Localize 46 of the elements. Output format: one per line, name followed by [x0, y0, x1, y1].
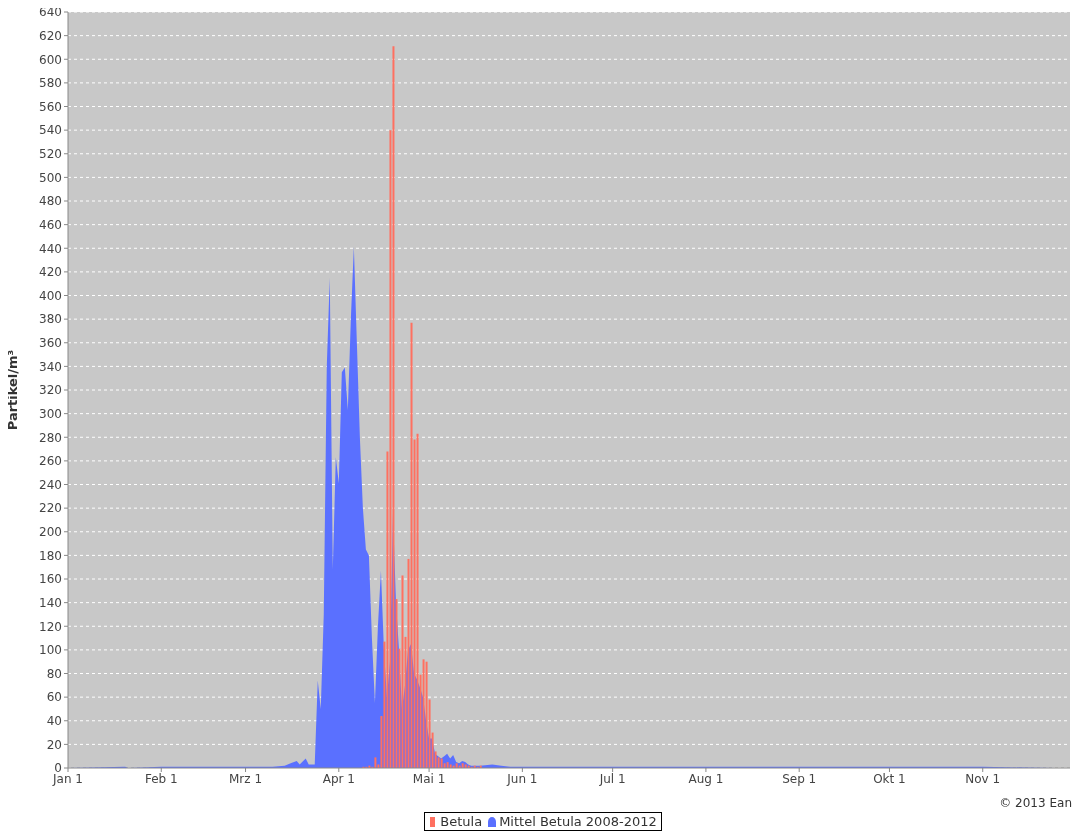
y-tick-label: 400	[39, 288, 62, 303]
y-tick-label: 260	[39, 454, 62, 469]
y-tick-label: 360	[39, 336, 62, 351]
x-tick-label: Mrz 1	[229, 771, 263, 786]
x-tick-label: Sep 1	[782, 771, 817, 786]
y-tick-label: 380	[39, 312, 62, 327]
y-tick-label: 320	[39, 383, 62, 398]
y-tick-label: 60	[46, 690, 62, 705]
y-tick-label: 620	[39, 28, 62, 43]
y-tick-label: 140	[39, 595, 62, 610]
y-tick-label: 120	[39, 619, 62, 634]
y-tick-label: 200	[39, 525, 62, 540]
y-tick-label: 20	[46, 737, 62, 752]
x-tick-label: Jul 1	[598, 771, 626, 786]
x-tick-label: Apr 1	[322, 771, 355, 786]
x-tick-label: Jan 1	[52, 771, 83, 786]
x-tick-label: Jun 1	[506, 771, 538, 786]
y-tick-label: 540	[39, 123, 62, 138]
text: © 2013 Ean	[998, 796, 1073, 810]
y-tick-label: 560	[39, 99, 62, 114]
y-tick-label: 240	[39, 477, 62, 492]
y-tick-label: 580	[39, 76, 62, 91]
y-tick-label: 520	[39, 147, 62, 162]
legend-label: Betula	[439, 814, 483, 829]
x-tick-label: Feb 1	[144, 771, 178, 786]
y-tick-label: 40	[46, 714, 62, 729]
y-tick-label: 640	[39, 5, 62, 20]
y-tick-label: 100	[39, 643, 62, 658]
legend-label: Mittel Betula 2008-2012	[498, 814, 657, 829]
x-tick-label: Aug 1	[688, 771, 724, 786]
y-tick-label: 180	[39, 548, 62, 563]
y-tick-label: 600	[39, 52, 62, 67]
y-tick-label: 80	[46, 666, 62, 681]
y-tick-label: 220	[39, 501, 62, 516]
y-tick-label: 460	[39, 217, 62, 232]
y-tick-label: 300	[39, 406, 62, 421]
y-tick-label: 280	[39, 430, 62, 445]
x-tick-label: Mai 1	[412, 771, 446, 786]
y-tick-label: 160	[39, 572, 62, 587]
x-tick-label: Nov 1	[965, 771, 1001, 786]
y-tick-label: 500	[39, 170, 62, 185]
y-tick-label: 440	[39, 241, 62, 256]
y-tick-label: 480	[39, 194, 62, 209]
y-tick-label: 420	[39, 265, 62, 280]
y-tick-label: 340	[39, 359, 62, 374]
x-tick-label: Okt 1	[873, 771, 906, 786]
